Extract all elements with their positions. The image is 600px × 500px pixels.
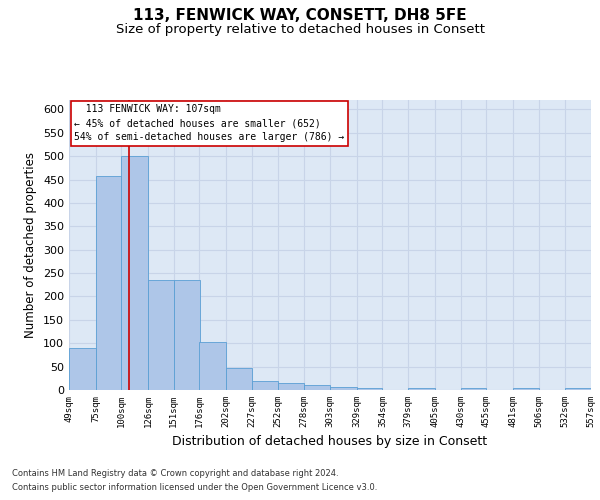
Bar	[461, 388, 486, 390]
Text: Contains public sector information licensed under the Open Government Licence v3: Contains public sector information licen…	[12, 484, 377, 492]
Bar	[408, 388, 435, 390]
Bar	[565, 388, 591, 390]
Bar	[278, 384, 304, 390]
X-axis label: Distribution of detached houses by size in Consett: Distribution of detached houses by size …	[172, 436, 488, 448]
Bar	[304, 386, 330, 390]
Bar	[357, 388, 382, 390]
Text: 113 FENWICK WAY: 107sqm
← 45% of detached houses are smaller (652)
54% of semi-d: 113 FENWICK WAY: 107sqm ← 45% of detache…	[74, 104, 344, 142]
Bar	[96, 176, 121, 390]
Bar	[121, 156, 148, 390]
Text: 113, FENWICK WAY, CONSETT, DH8 5FE: 113, FENWICK WAY, CONSETT, DH8 5FE	[133, 8, 467, 22]
Bar	[174, 280, 199, 390]
Bar	[148, 280, 174, 390]
Bar	[513, 388, 539, 390]
Y-axis label: Number of detached properties: Number of detached properties	[25, 152, 37, 338]
Bar	[226, 368, 252, 390]
Bar	[199, 342, 226, 390]
Text: Size of property relative to detached houses in Consett: Size of property relative to detached ho…	[115, 22, 485, 36]
Bar	[252, 380, 278, 390]
Bar	[69, 348, 96, 390]
Bar	[330, 386, 357, 390]
Text: Contains HM Land Registry data © Crown copyright and database right 2024.: Contains HM Land Registry data © Crown c…	[12, 468, 338, 477]
